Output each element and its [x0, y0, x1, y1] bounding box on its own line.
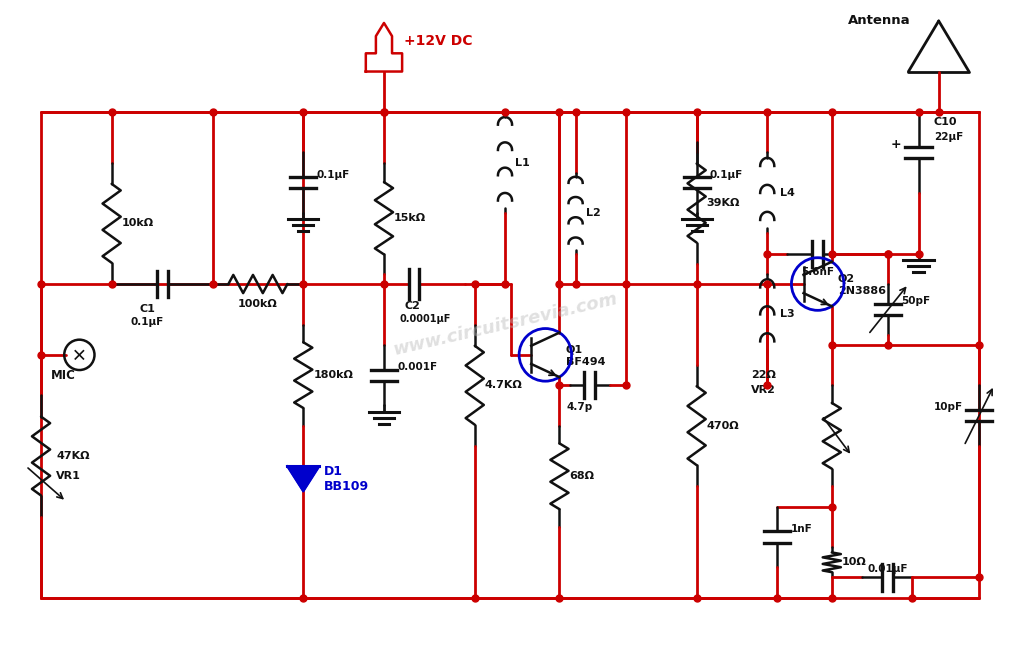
Text: Antenna: Antenna — [848, 14, 911, 27]
Text: 0.0001μF: 0.0001μF — [399, 315, 450, 324]
Text: 10pF: 10pF — [933, 402, 963, 413]
Text: 2N3886: 2N3886 — [838, 286, 886, 296]
Text: MIC: MIC — [52, 369, 76, 382]
Text: 0.01μF: 0.01μF — [867, 565, 908, 574]
Text: 15kΩ: 15kΩ — [394, 214, 426, 223]
Text: 0.1μF: 0.1μF — [130, 317, 164, 328]
Text: VR1: VR1 — [57, 471, 81, 482]
Polygon shape — [287, 466, 319, 491]
Text: L1: L1 — [515, 158, 530, 167]
Text: 5.6nF: 5.6nF — [801, 267, 834, 277]
Text: BF494: BF494 — [566, 357, 605, 367]
Text: L3: L3 — [781, 310, 795, 319]
Text: 22Ω: 22Ω — [751, 370, 776, 380]
Text: L2: L2 — [586, 208, 600, 218]
Text: D1: D1 — [323, 465, 342, 478]
Text: BB109: BB109 — [323, 480, 369, 493]
Text: C10: C10 — [933, 117, 957, 127]
Text: L4: L4 — [781, 188, 795, 198]
Text: 180kΩ: 180kΩ — [313, 370, 354, 380]
Text: 1nF: 1nF — [791, 524, 812, 534]
Text: VR2: VR2 — [751, 386, 776, 395]
Text: www.circuitsrevia.com: www.circuitsrevia.com — [391, 290, 619, 359]
Text: 50pF: 50pF — [901, 296, 930, 306]
Text: 47KΩ: 47KΩ — [57, 451, 90, 461]
Text: Q2: Q2 — [838, 274, 855, 284]
Text: 4.7KΩ: 4.7KΩ — [485, 380, 522, 390]
Text: +: + — [891, 138, 902, 151]
Text: 470Ω: 470Ω — [707, 421, 739, 431]
Text: 68Ω: 68Ω — [570, 471, 595, 482]
Text: 0.1μF: 0.1μF — [316, 170, 349, 180]
Text: C1: C1 — [139, 304, 155, 314]
Text: C2: C2 — [404, 301, 420, 312]
Text: 22μF: 22μF — [933, 132, 963, 142]
Text: 100kΩ: 100kΩ — [238, 299, 278, 309]
Text: 0.001F: 0.001F — [397, 362, 437, 372]
Text: 0.1μF: 0.1μF — [710, 170, 743, 180]
Text: 4.7p: 4.7p — [567, 402, 593, 413]
Text: 10kΩ: 10kΩ — [122, 218, 154, 228]
Text: Q1: Q1 — [566, 345, 583, 355]
Text: +12V DC: +12V DC — [404, 34, 473, 48]
Text: 39KΩ: 39KΩ — [707, 198, 740, 208]
Text: 10Ω: 10Ω — [842, 557, 867, 567]
